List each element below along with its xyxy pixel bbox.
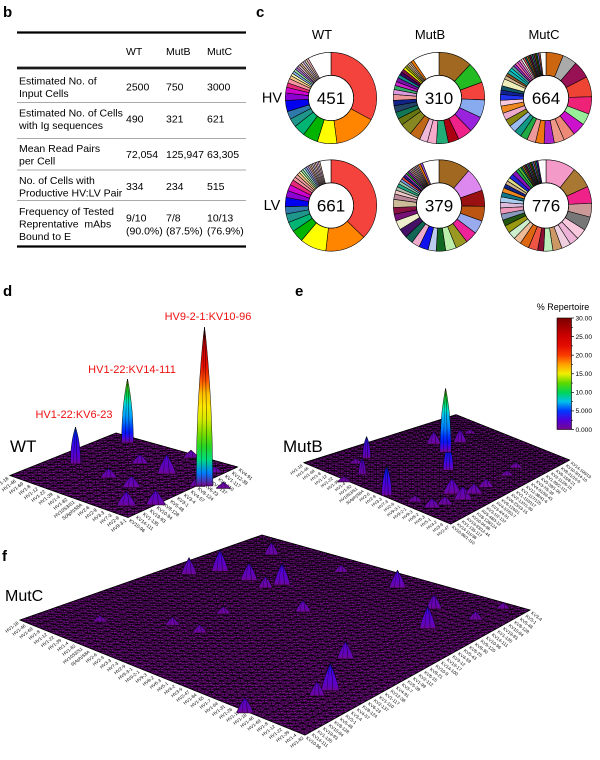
svg-text:KV3-7: KV3-7 [401, 682, 414, 694]
svg-text:10.00: 10.00 [576, 390, 593, 397]
svg-text:HV1-4: HV1-4 [334, 481, 347, 493]
svg-text:HV1-22:KV6-23: HV1-22:KV6-23 [35, 409, 112, 421]
svg-text:% Repertoire: % Repertoire [537, 302, 590, 312]
svg-text:KV3-1: KV3-1 [525, 614, 538, 626]
svg-text:HV5-1: HV5-1 [419, 516, 432, 528]
svg-text:15.00: 15.00 [576, 371, 593, 378]
svg-text:No. of Cells with: No. of Cells with [19, 175, 95, 187]
svg-text:72,054: 72,054 [126, 149, 158, 161]
svg-text:Frequency of Tested: Frequency of Tested [19, 206, 114, 218]
svg-text:Reprentative mAbs: Reprentative mAbs [19, 219, 111, 231]
svg-text:KV3-4: KV3-4 [350, 710, 363, 722]
svg-text:2500: 2500 [126, 82, 150, 94]
svg-text:HV: HV [262, 91, 282, 107]
svg-text:661: 661 [317, 197, 345, 216]
svg-text:HV2-6: HV2-6 [358, 491, 371, 503]
svg-text:234: 234 [166, 181, 184, 193]
svg-text:MutC: MutC [5, 588, 43, 605]
svg-text:HV9-3: HV9-3 [401, 509, 414, 521]
svg-text:30.00: 30.00 [576, 315, 593, 322]
svg-text:WT: WT [312, 27, 332, 42]
svg-text:776: 776 [532, 197, 560, 216]
svg-text:d: d [3, 283, 12, 300]
svg-text:HV6-3: HV6-3 [413, 514, 426, 526]
svg-text:Bound to E: Bound to E [19, 231, 71, 243]
svg-text:310: 310 [425, 89, 453, 108]
svg-text:b: b [3, 4, 12, 21]
svg-text:KV3-4: KV3-4 [530, 610, 543, 622]
svg-text:e: e [295, 283, 303, 300]
svg-text:HV1-18: HV1-18 [0, 476, 10, 491]
svg-text:334: 334 [126, 181, 144, 193]
svg-text:Productive HV:LV Pair: Productive HV:LV Pair [19, 188, 123, 200]
svg-text:HV2-9: HV2-9 [383, 501, 396, 513]
svg-text:HV1-8: HV1-8 [309, 470, 322, 482]
svg-text:20.00: 20.00 [576, 352, 593, 359]
svg-text:0.000: 0.000 [576, 427, 593, 434]
svg-text:Mean Read Pairs: Mean Read Pairs [19, 143, 100, 155]
svg-text:KV3-1: KV3-1 [345, 714, 358, 726]
svg-text:HV2-9: HV2-9 [364, 493, 377, 505]
svg-text:621: 621 [207, 114, 225, 126]
svg-text:HV3-3: HV3-3 [370, 496, 383, 508]
svg-text:379: 379 [425, 197, 453, 216]
svg-text:750: 750 [166, 82, 184, 94]
svg-text:c: c [256, 4, 264, 21]
svg-text:3000: 3000 [207, 82, 231, 94]
svg-text:MutC: MutC [207, 46, 233, 58]
svg-text:25.00: 25.00 [576, 334, 593, 341]
svg-text:515: 515 [207, 181, 225, 193]
svg-text:5.000: 5.000 [576, 408, 593, 415]
svg-text:f: f [2, 548, 8, 565]
svg-text:HV9-2-1:KV10-96: HV9-2-1:KV10-96 [165, 311, 252, 323]
svg-text:with Ig sequences: with Ig sequences [18, 120, 103, 132]
svg-text:WT: WT [126, 46, 143, 58]
svg-text:HV8-2: HV8-2 [407, 511, 420, 523]
svg-text:(87.5%): (87.5%) [166, 226, 203, 238]
svg-text:10/13: 10/13 [207, 213, 233, 225]
svg-text:HV7-3: HV7-3 [377, 498, 390, 510]
svg-text:MutB: MutB [166, 46, 191, 58]
svg-text:125,947: 125,947 [166, 149, 204, 161]
svg-text:MutB: MutB [415, 27, 445, 42]
svg-text:per Cell: per Cell [19, 156, 55, 168]
svg-text:WT: WT [10, 437, 36, 456]
svg-text:MutB: MutB [283, 437, 323, 456]
svg-text:63,305: 63,305 [207, 149, 239, 161]
svg-text:(76.9%): (76.9%) [207, 226, 244, 238]
svg-text:Estimated No. of Cells: Estimated No. of Cells [19, 108, 123, 120]
svg-text:LV: LV [264, 198, 281, 214]
svg-text:HV4-2: HV4-2 [425, 519, 438, 531]
svg-text:490: 490 [126, 114, 144, 126]
svg-text:Input Cells: Input Cells [19, 88, 69, 100]
svg-text:9/10: 9/10 [126, 213, 147, 225]
svg-text:HV1-22:KV14-111: HV1-22:KV14-111 [88, 364, 176, 376]
svg-text:664: 664 [532, 89, 560, 108]
svg-text:451: 451 [317, 89, 345, 108]
svg-text:Estimated No. of: Estimated No. of [19, 76, 97, 88]
svg-text:MutC: MutC [528, 27, 559, 42]
svg-text:(90.0%): (90.0%) [126, 226, 163, 238]
svg-text:321: 321 [166, 114, 184, 126]
svg-text:HV3-9: HV3-9 [432, 521, 445, 533]
svg-text:7/8: 7/8 [166, 213, 181, 225]
